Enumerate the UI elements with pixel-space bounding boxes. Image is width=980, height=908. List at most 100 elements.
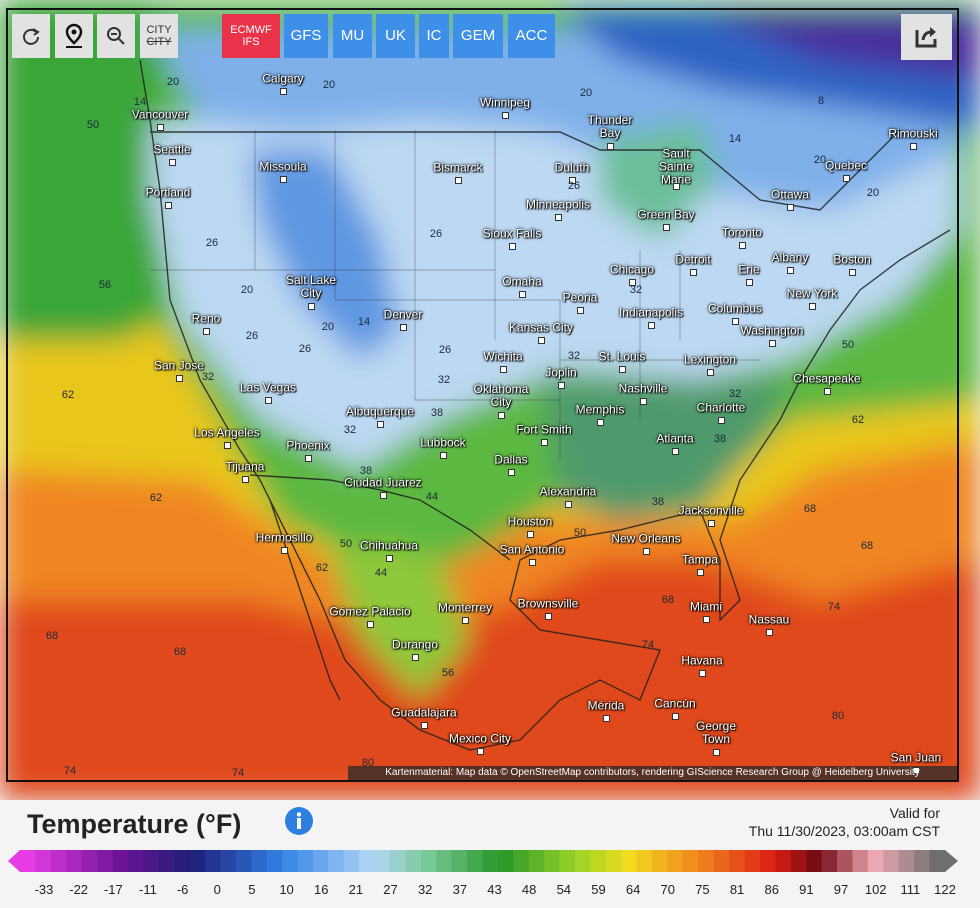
- city-label[interactable]: Houston: [507, 514, 553, 529]
- isotherm-label: 32: [201, 371, 215, 383]
- city-label[interactable]: Mexico City: [448, 731, 512, 746]
- city-label[interactable]: Denver: [383, 307, 423, 322]
- city-label[interactable]: Salt Lake City: [285, 273, 337, 300]
- city-label[interactable]: Albany: [771, 250, 809, 265]
- legend-tick-label: 75: [695, 882, 710, 897]
- city-label[interactable]: Phoenix: [286, 438, 330, 453]
- model-button[interactable]: UK: [376, 14, 415, 58]
- city-label[interactable]: Mérida: [587, 698, 625, 713]
- city-label[interactable]: George Town: [695, 719, 737, 746]
- city-label[interactable]: New Orleans: [611, 531, 681, 546]
- city-label[interactable]: Nashville: [618, 381, 668, 396]
- city-label[interactable]: St. Louis: [598, 349, 646, 364]
- location-button[interactable]: [55, 14, 93, 58]
- city-label[interactable]: Detroit: [675, 252, 711, 267]
- city-label[interactable]: Calgary: [262, 71, 304, 86]
- city-marker: [400, 324, 407, 331]
- city-label[interactable]: Nassau: [748, 612, 790, 627]
- city-marker: [527, 531, 534, 538]
- city-label[interactable]: Seattle: [153, 142, 191, 157]
- city-label[interactable]: San Jose: [153, 358, 205, 373]
- city-label[interactable]: Chihuahua: [359, 538, 419, 553]
- city-label[interactable]: Jacksonville: [678, 503, 744, 518]
- refresh-button[interactable]: [12, 14, 50, 58]
- city-label[interactable]: Quebec: [824, 158, 868, 173]
- city-label[interactable]: Ciudad Juárez: [344, 475, 422, 490]
- city-label[interactable]: Hermosillo: [255, 530, 313, 545]
- city-label[interactable]: Toronto: [721, 225, 763, 240]
- city-label[interactable]: Los Angeles: [194, 425, 260, 440]
- city-label[interactable]: Boston: [833, 252, 871, 267]
- city-label[interactable]: Atlanta: [656, 431, 694, 446]
- city-label[interactable]: Albuquerque: [345, 404, 415, 419]
- city-label[interactable]: Chesapeake: [793, 371, 861, 386]
- city-label[interactable]: Durango: [391, 637, 439, 652]
- city-label[interactable]: Tijuana: [225, 459, 265, 474]
- model-button[interactable]: IC: [419, 14, 449, 58]
- city-label[interactable]: Chicago: [609, 262, 655, 277]
- color-swatch: [390, 850, 406, 872]
- color-swatch: [328, 850, 345, 872]
- city-label[interactable]: Dallas: [494, 452, 528, 467]
- city-label[interactable]: Wichita: [483, 349, 523, 364]
- color-swatch: [189, 850, 206, 872]
- color-swatch: [359, 850, 376, 872]
- city-label[interactable]: Lubbock: [420, 435, 466, 450]
- city-label[interactable]: Miami: [690, 599, 722, 614]
- city-label[interactable]: Portland: [145, 185, 191, 200]
- city-label[interactable]: Washington: [740, 323, 804, 338]
- city-label[interactable]: Rimouski: [888, 126, 938, 141]
- city-label[interactable]: Sioux Falls: [482, 226, 542, 241]
- city-label[interactable]: Oklahoma City: [473, 382, 529, 409]
- city-label[interactable]: Alexandria: [539, 484, 597, 499]
- isotherm-label: 20: [813, 154, 827, 166]
- info-button[interactable]: [284, 806, 316, 838]
- model-button[interactable]: MU: [333, 14, 372, 58]
- city-label[interactable]: Erie: [738, 262, 760, 277]
- legend-tick-label: 37: [452, 882, 468, 897]
- city-label[interactable]: San Juan: [890, 750, 942, 765]
- city-marker: [672, 713, 679, 720]
- city-label[interactable]: Sault Sainte Marie: [658, 146, 694, 187]
- city-label[interactable]: Cancún: [654, 696, 696, 711]
- city-label[interactable]: Duluth: [554, 160, 590, 175]
- city-label[interactable]: Havana: [681, 653, 723, 668]
- city-marker: [455, 177, 462, 184]
- model-button[interactable]: GFS: [284, 14, 328, 58]
- city-label[interactable]: Monterrey: [437, 600, 493, 615]
- city-label[interactable]: Reno: [191, 311, 221, 326]
- city-label[interactable]: Fort Smith: [516, 422, 572, 437]
- city-label[interactable]: New York: [786, 286, 838, 301]
- city-label[interactable]: Joplin: [545, 365, 577, 380]
- city-label[interactable]: San Antonio: [499, 542, 565, 557]
- city-label[interactable]: Columbus: [707, 301, 763, 316]
- share-button[interactable]: [901, 14, 952, 60]
- city-label[interactable]: Green Bay: [637, 207, 695, 222]
- model-button[interactable]: ECMWF IFS: [222, 14, 280, 58]
- city-label[interactable]: Vancouver: [131, 107, 189, 122]
- model-button[interactable]: GEM: [453, 14, 503, 58]
- city-off: CITY: [146, 36, 172, 48]
- city-label[interactable]: Winnipeg: [479, 95, 531, 110]
- city-label[interactable]: Bismarck: [433, 160, 483, 175]
- city-toggle[interactable]: CITY CITY: [140, 14, 178, 58]
- city-label[interactable]: Las Vegas: [239, 380, 297, 395]
- city-label[interactable]: Lexington: [683, 352, 737, 367]
- city-label[interactable]: Tampa: [681, 552, 719, 567]
- city-label[interactable]: Missoula: [259, 159, 307, 174]
- model-button[interactable]: ACC: [508, 14, 555, 58]
- city-label[interactable]: Charlotte: [696, 400, 746, 415]
- city-marker: [421, 722, 428, 729]
- city-label[interactable]: Indianapolis: [618, 305, 684, 320]
- city-label[interactable]: Omaha: [502, 274, 542, 289]
- city-label[interactable]: Memphis: [575, 402, 625, 417]
- zoom-button[interactable]: [97, 14, 135, 58]
- city-label[interactable]: Guadalajara: [391, 705, 457, 720]
- city-label[interactable]: Minneapolis: [525, 197, 591, 212]
- city-label[interactable]: Gómez Palacio: [329, 604, 411, 619]
- city-label[interactable]: Thunder Bay: [587, 113, 633, 140]
- city-label[interactable]: Kansas City: [508, 320, 574, 335]
- city-label[interactable]: Ottawa: [770, 187, 810, 202]
- city-label[interactable]: Brownsville: [517, 596, 579, 611]
- city-label[interactable]: Peoria: [562, 290, 598, 305]
